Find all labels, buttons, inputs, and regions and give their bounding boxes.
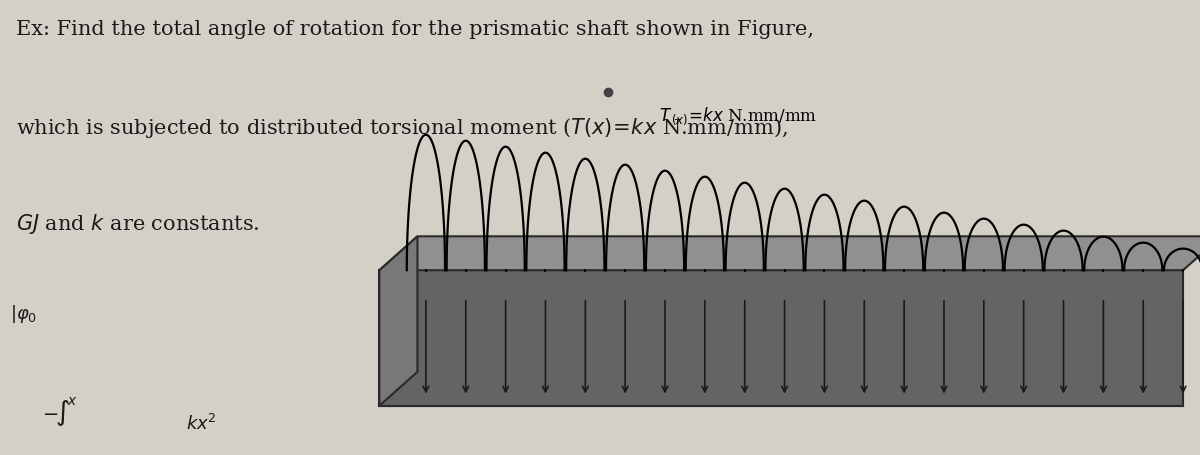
Text: $| \varphi_0$: $| \varphi_0$ [10, 303, 37, 325]
Text: Ex: Find the total angle of rotation for the prismatic shaft shown in Figure,: Ex: Find the total angle of rotation for… [16, 20, 814, 40]
Bar [379, 270, 1183, 406]
Text: which is subjected to distributed torsional moment ($\mathit{T(x)\!=\!kx}$ N.mm/: which is subjected to distributed torsio… [16, 116, 787, 140]
Text: $T_{\,(x)}\!=\!kx$ N.mm/mm: $T_{\,(x)}\!=\!kx$ N.mm/mm [659, 106, 817, 127]
Polygon shape [379, 236, 1200, 270]
Text: $\mathit{GJ}$ and $\mathit{k}$ are constants.: $\mathit{GJ}$ and $\mathit{k}$ are const… [16, 212, 259, 236]
Text: $kx^2$: $kx^2$ [186, 414, 217, 434]
Text: $-\!\int^{\!\!x}$: $-\!\int^{\!\!x}$ [42, 395, 78, 429]
Polygon shape [379, 236, 418, 406]
